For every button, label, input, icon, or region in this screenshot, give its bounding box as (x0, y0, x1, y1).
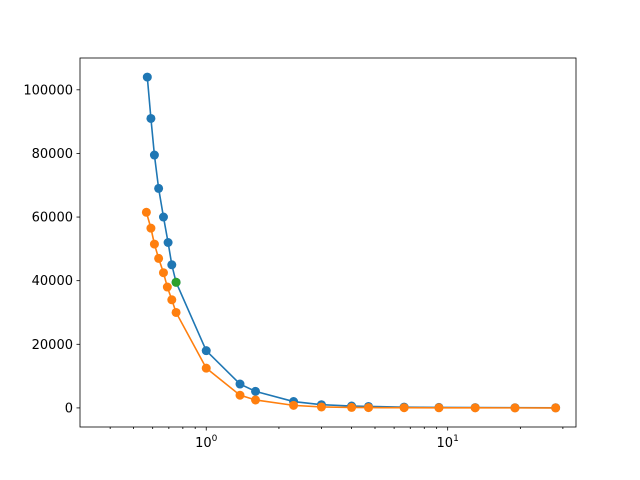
data-point (146, 113, 156, 123)
data-point (162, 282, 172, 292)
data-point (251, 386, 261, 396)
data-point (510, 403, 520, 413)
data-point (551, 403, 561, 413)
data-point (364, 403, 374, 413)
y-tick-label: 40000 (32, 274, 73, 289)
data-point (146, 223, 156, 233)
data-point (141, 207, 151, 217)
data-point (201, 346, 211, 356)
plot-area: 0 20000 40000 60000 80000 100000 100 101 (23, 57, 577, 451)
data-point (149, 150, 159, 160)
y-tick-label: 100000 (23, 83, 73, 98)
x-axis: 100 101 (109, 427, 564, 451)
series-layer (141, 72, 561, 413)
data-point (201, 363, 211, 373)
data-point (399, 403, 409, 413)
data-point (142, 72, 152, 82)
series-3 (171, 277, 181, 287)
y-tick-label: 60000 (32, 211, 73, 226)
axes-frame (79, 57, 577, 428)
series-2 (141, 207, 561, 413)
data-point (235, 379, 245, 389)
data-point (251, 395, 261, 405)
x-tick-label: 100 (195, 434, 218, 451)
x-tick-label: 101 (437, 434, 459, 451)
data-point (154, 253, 164, 263)
data-point (167, 295, 177, 305)
data-point (434, 403, 444, 413)
data-point (158, 268, 168, 278)
y-tick-label: 0 (65, 401, 73, 416)
data-point (171, 277, 181, 287)
data-point (316, 402, 326, 412)
data-point (470, 403, 480, 413)
data-point (163, 238, 173, 247)
data-point (347, 402, 357, 412)
y-axis: 0 20000 40000 60000 80000 100000 (23, 83, 80, 416)
data-point (154, 183, 164, 193)
data-point (158, 212, 168, 222)
data-point (149, 239, 159, 249)
data-point (289, 400, 299, 410)
data-point (171, 307, 181, 317)
data-point (167, 260, 177, 270)
y-tick-label: 20000 (32, 338, 73, 353)
data-point (235, 390, 245, 400)
y-tick-label: 80000 (32, 147, 73, 162)
